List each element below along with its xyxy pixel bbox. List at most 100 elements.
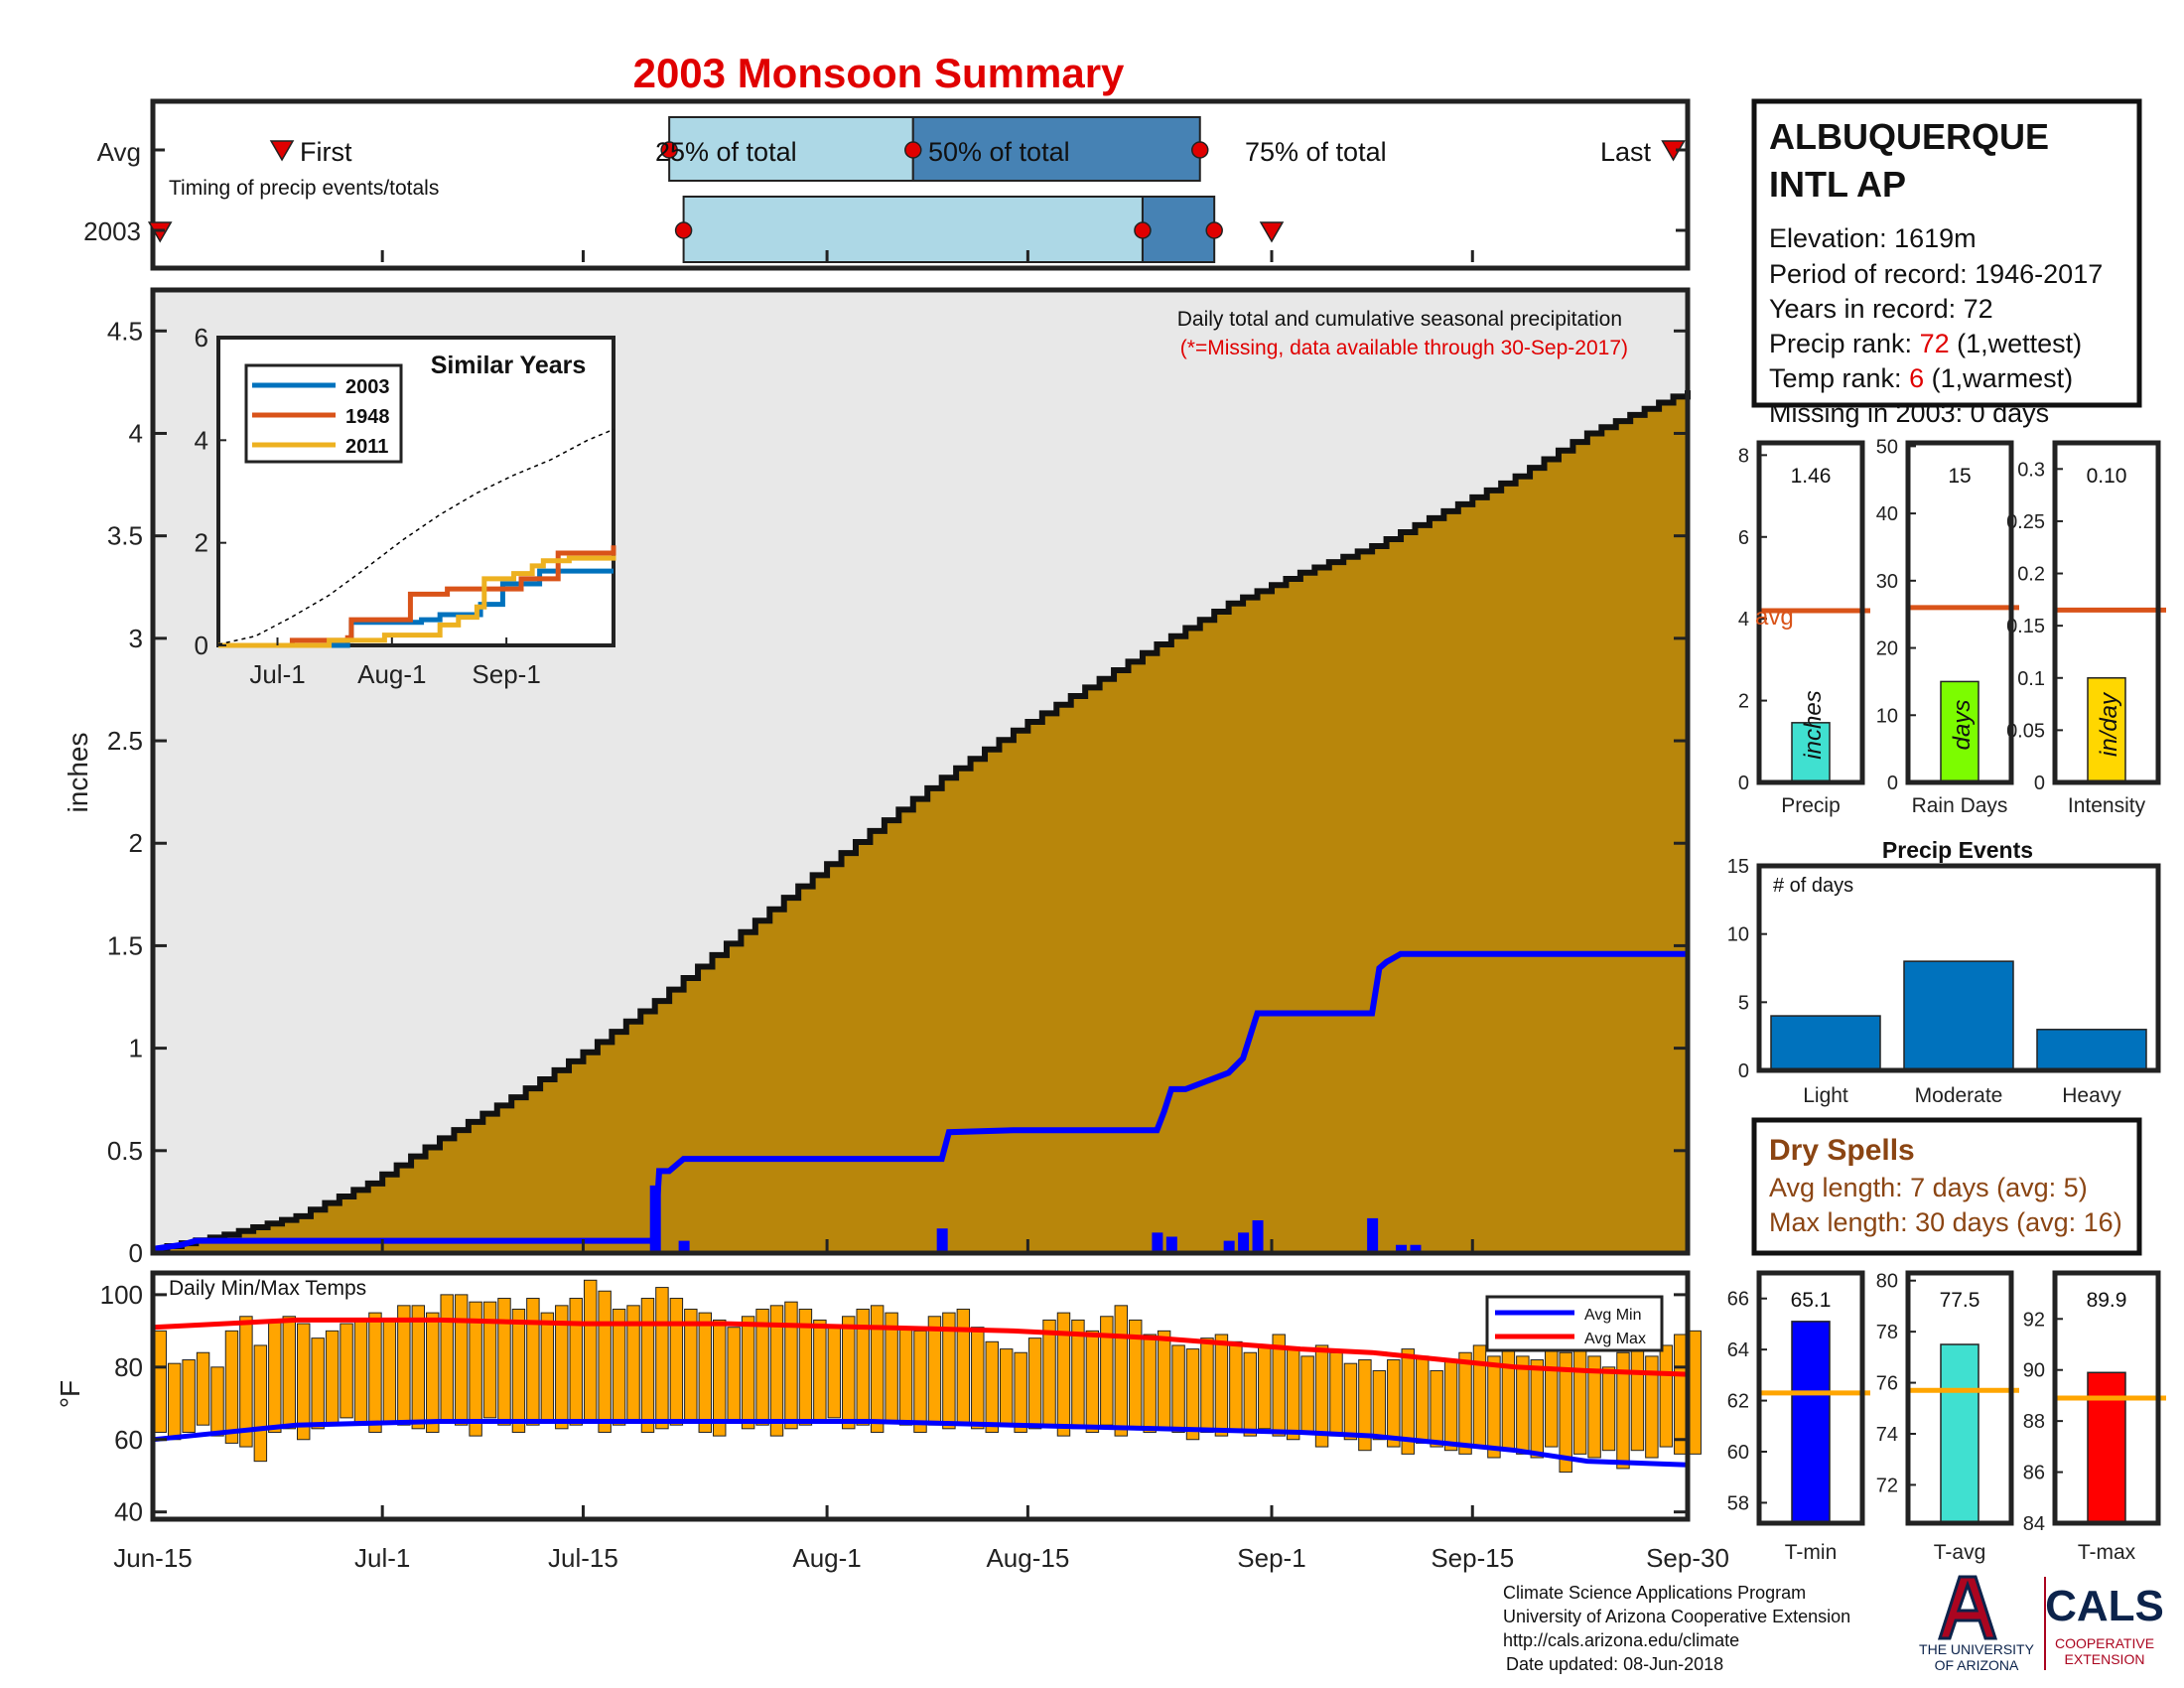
intensity-mini-value: 0.10 <box>2087 465 2127 488</box>
temp-y-tick-label: 60 <box>114 1425 143 1455</box>
daily-temp-bar <box>898 1327 913 1426</box>
daily-temp-bar <box>1085 1330 1100 1433</box>
daily-temp-bar <box>727 1327 741 1423</box>
date-tick-label: Jul-15 <box>548 1543 618 1573</box>
date-tick-label: Sep-1 <box>1237 1543 1305 1573</box>
daily-temp-bar <box>282 1316 296 1430</box>
event-bar-heavy <box>2036 1029 2147 1071</box>
rain-days-y-tick-label: 50 <box>1876 436 1898 458</box>
daily-temp-bar <box>598 1290 612 1433</box>
event-category-label: Heavy <box>2062 1084 2121 1107</box>
daily-temp-bar <box>397 1305 411 1426</box>
daily-temp-bar <box>167 1362 182 1441</box>
event-category-label: Light <box>1803 1084 1848 1107</box>
legend-1948: 1948 <box>345 406 390 428</box>
tavg-y-tick-label: 74 <box>1876 1424 1898 1446</box>
dry-spells-title: Dry Spells <box>1769 1134 1915 1167</box>
rain-days-y-tick-label: 0 <box>1887 773 1898 794</box>
university-of-arizona-logo: THE UNIVERSITY OF ARIZONA <box>1919 1575 2046 1673</box>
daily-temp-bar <box>1358 1359 1372 1452</box>
main-y-tick-label: 1 <box>129 1034 143 1063</box>
inset-x-tick-label: Aug-1 <box>357 659 426 689</box>
daily-temp-bar <box>555 1305 569 1430</box>
main-y-tick-label: 3 <box>129 624 143 653</box>
inset-y-tick-label: 4 <box>195 425 208 455</box>
tmax-y-tick-label: 88 <box>2023 1411 2045 1433</box>
daily-temp-bar <box>1601 1366 1616 1452</box>
daily-precip-bar <box>1152 1232 1163 1253</box>
legend-avg-max: Avg Max <box>1584 1331 1646 1347</box>
avg-cumulative-area <box>153 390 1688 1253</box>
daily-temp-bar <box>1645 1355 1659 1459</box>
daily-temp-bar <box>913 1330 927 1433</box>
daily-temp-bar <box>712 1319 727 1437</box>
daily-temp-bar <box>1214 1334 1229 1437</box>
daily-temp-bar <box>870 1305 885 1433</box>
tmin-y-tick-label: 60 <box>1727 1442 1749 1464</box>
main-chart-ylabel: inches <box>63 733 93 813</box>
daily-temp-bar <box>755 1308 769 1426</box>
ua-line2: OF ARIZONA <box>1935 1657 2019 1673</box>
temp-y-tick-label: 40 <box>114 1497 143 1527</box>
station-info-box: ALBUQUERQUE INTL AP Elevation: 1619m Per… <box>1751 98 2142 428</box>
daily-precip-bar <box>678 1240 690 1253</box>
intensity-mini-title: Intensity <box>2068 794 2146 817</box>
precip-bar <box>1791 722 1831 783</box>
rain-days-y-tick-label: 40 <box>1876 503 1898 525</box>
daily-temp-bar <box>827 1327 842 1419</box>
rain-days-y-tick-label: 20 <box>1876 638 1898 660</box>
intensity-mini-chart: 0 0.05 0.1 0.15 0.2 0.25 0.3 Intensity 0.10 in… <box>2006 440 2166 817</box>
dry-spells-box: Dry Spells Avg length: 7 days (avg: 5) M… <box>1751 1117 2142 1256</box>
timing-first-label: First <box>300 137 352 167</box>
tavg-y-tick-label: 72 <box>1876 1475 1898 1496</box>
rain-days-bar <box>1940 680 1979 783</box>
2003-q75-marker <box>1205 221 1223 239</box>
tavg-title: T-avg <box>1934 1541 1986 1564</box>
daily-temp-bar <box>196 1351 210 1426</box>
temp-chart-ylabel: °F <box>55 1380 85 1408</box>
daily-temp-bar <box>296 1323 311 1441</box>
daily-precip-bar <box>1238 1232 1250 1253</box>
daily-temp-bar <box>784 1301 798 1430</box>
precip-events-ylabel: # of days <box>1773 875 1853 897</box>
rain-days-unit: days <box>1949 700 1976 751</box>
avg-q25-q50-box <box>668 116 914 182</box>
station-name-line2: INTL AP <box>1769 164 1906 205</box>
event-bar-moderate <box>1903 960 2014 1071</box>
tavg-y-tick-label: 76 <box>1876 1373 1898 1395</box>
main-y-tick-label: 2.5 <box>107 726 143 756</box>
temp-y-tick-label: 100 <box>100 1280 143 1310</box>
daily-temp-bar <box>1401 1348 1415 1455</box>
avg-min-line <box>152 1419 1689 1468</box>
daily-precip-bar <box>1223 1240 1235 1253</box>
inset-y-tick-label: 6 <box>195 323 208 352</box>
dry-spells-avg: Avg length: 7 days (avg: 5) <box>1769 1173 2088 1202</box>
daily-temp-bar <box>813 1319 827 1423</box>
daily-temp-bar <box>1056 1312 1071 1437</box>
events-y-tick-label: 15 <box>1727 856 1749 878</box>
tavg-value: 77.5 <box>1940 1289 1980 1312</box>
coop-line2: EXTENSION <box>2065 1651 2145 1667</box>
daily-precip-bar <box>1252 1219 1264 1253</box>
daily-temp-bar <box>1100 1316 1114 1426</box>
daily-temp-bar <box>1415 1355 1430 1444</box>
avg-max-line <box>152 1317 1689 1377</box>
rain-days-y-tick-label: 10 <box>1876 705 1898 727</box>
daily-temp-bar <box>1458 1351 1472 1455</box>
avg-first-marker <box>269 140 295 162</box>
footer-credits: Climate Science Applications Program Uni… <box>1503 1583 1850 1674</box>
coop-line1: COOPERATIVE <box>2055 1635 2154 1651</box>
station-years: Years in record: 72 <box>1769 294 1993 324</box>
event-category-label: Moderate <box>1915 1084 2003 1107</box>
main-y-tick-label: 1.5 <box>107 930 143 960</box>
main-y-tick-label: 0.5 <box>107 1136 143 1166</box>
figure-title: 2003 Monsoon Summary <box>633 50 1125 96</box>
avg-q50-marker <box>904 141 922 159</box>
precip-mini-title: Precip <box>1781 794 1841 817</box>
daily-temp-bar <box>311 1337 325 1430</box>
avg-q50-q75-box <box>911 116 1201 182</box>
station-missing: Missing in 2003: 0 days <box>1769 398 2049 428</box>
tmin-mini-chart: 58 60 62 64 66 T-min 65.1 <box>1727 1270 1870 1564</box>
timing-caption: Timing of precip events/totals <box>169 177 439 200</box>
